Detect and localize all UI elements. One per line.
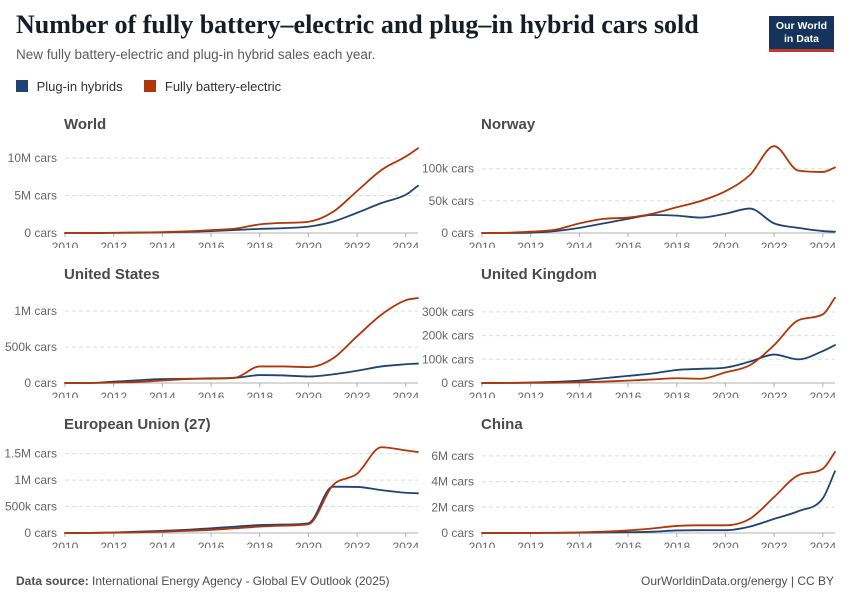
svg-text:2022: 2022 (344, 540, 371, 548)
svg-text:2024: 2024 (809, 540, 836, 548)
svg-text:2018: 2018 (663, 540, 690, 548)
svg-text:0 cars: 0 cars (441, 526, 474, 540)
svg-text:2010: 2010 (469, 240, 496, 248)
svg-text:2010: 2010 (52, 390, 79, 398)
svg-text:300k cars: 300k cars (422, 305, 474, 319)
svg-text:2022: 2022 (761, 390, 788, 398)
svg-text:2016: 2016 (198, 390, 225, 398)
svg-text:2022: 2022 (761, 540, 788, 548)
svg-text:0 cars: 0 cars (24, 526, 57, 540)
svg-text:6M cars: 6M cars (431, 449, 474, 463)
svg-text:2020: 2020 (295, 540, 322, 548)
svg-text:United States: United States (64, 266, 160, 283)
svg-text:2014: 2014 (149, 390, 176, 398)
svg-text:2012: 2012 (517, 240, 544, 248)
svg-text:2024: 2024 (392, 390, 419, 398)
svg-text:2014: 2014 (149, 240, 176, 248)
svg-text:2012: 2012 (517, 540, 544, 548)
svg-text:2016: 2016 (615, 390, 642, 398)
svg-text:2M cars: 2M cars (431, 500, 474, 514)
svg-text:2018: 2018 (246, 390, 273, 398)
svg-text:50k cars: 50k cars (429, 194, 474, 208)
svg-text:1.5M cars: 1.5M cars (4, 447, 57, 461)
svg-text:100k cars: 100k cars (422, 352, 474, 366)
svg-text:5M cars: 5M cars (14, 189, 57, 203)
svg-text:4M cars: 4M cars (431, 475, 474, 489)
svg-text:2012: 2012 (100, 540, 127, 548)
svg-text:2016: 2016 (198, 240, 225, 248)
svg-text:United Kingdom: United Kingdom (481, 266, 597, 283)
svg-text:Norway: Norway (481, 116, 536, 133)
svg-text:2010: 2010 (469, 390, 496, 398)
svg-text:2014: 2014 (566, 390, 593, 398)
svg-text:0 cars: 0 cars (24, 376, 57, 390)
svg-text:2020: 2020 (295, 390, 322, 398)
svg-text:2010: 2010 (52, 240, 79, 248)
svg-text:2018: 2018 (246, 240, 273, 248)
svg-text:2012: 2012 (100, 390, 127, 398)
svg-text:2022: 2022 (344, 390, 371, 398)
svg-text:1M cars: 1M cars (14, 304, 57, 318)
svg-text:2024: 2024 (392, 240, 419, 248)
svg-text:2018: 2018 (663, 240, 690, 248)
svg-text:2016: 2016 (198, 540, 225, 548)
svg-text:2010: 2010 (469, 540, 496, 548)
svg-text:2010: 2010 (52, 540, 79, 548)
svg-text:2020: 2020 (712, 390, 739, 398)
svg-text:European Union (27): European Union (27) (64, 416, 211, 433)
svg-text:2024: 2024 (809, 240, 836, 248)
svg-text:2016: 2016 (615, 240, 642, 248)
svg-text:0 cars: 0 cars (24, 226, 57, 240)
svg-text:200k cars: 200k cars (422, 329, 474, 343)
svg-text:2020: 2020 (712, 540, 739, 548)
svg-text:0 cars: 0 cars (441, 226, 474, 240)
svg-text:500k cars: 500k cars (5, 500, 57, 514)
svg-text:2024: 2024 (392, 540, 419, 548)
svg-text:500k cars: 500k cars (5, 340, 57, 354)
svg-text:2014: 2014 (566, 240, 593, 248)
svg-text:100k cars: 100k cars (422, 162, 474, 176)
svg-text:2014: 2014 (566, 540, 593, 548)
svg-text:2016: 2016 (615, 540, 642, 548)
svg-text:World: World (64, 116, 106, 133)
svg-text:1M cars: 1M cars (14, 473, 57, 487)
svg-text:2018: 2018 (663, 390, 690, 398)
svg-text:2012: 2012 (100, 240, 127, 248)
svg-text:2022: 2022 (344, 240, 371, 248)
svg-text:2014: 2014 (149, 540, 176, 548)
svg-text:2020: 2020 (712, 240, 739, 248)
svg-text:0 cars: 0 cars (441, 376, 474, 390)
svg-text:2020: 2020 (295, 240, 322, 248)
svg-text:10M cars: 10M cars (8, 151, 57, 165)
svg-text:2012: 2012 (517, 390, 544, 398)
svg-text:China: China (481, 416, 523, 433)
svg-text:2018: 2018 (246, 540, 273, 548)
svg-text:2022: 2022 (761, 240, 788, 248)
svg-text:2024: 2024 (809, 390, 836, 398)
